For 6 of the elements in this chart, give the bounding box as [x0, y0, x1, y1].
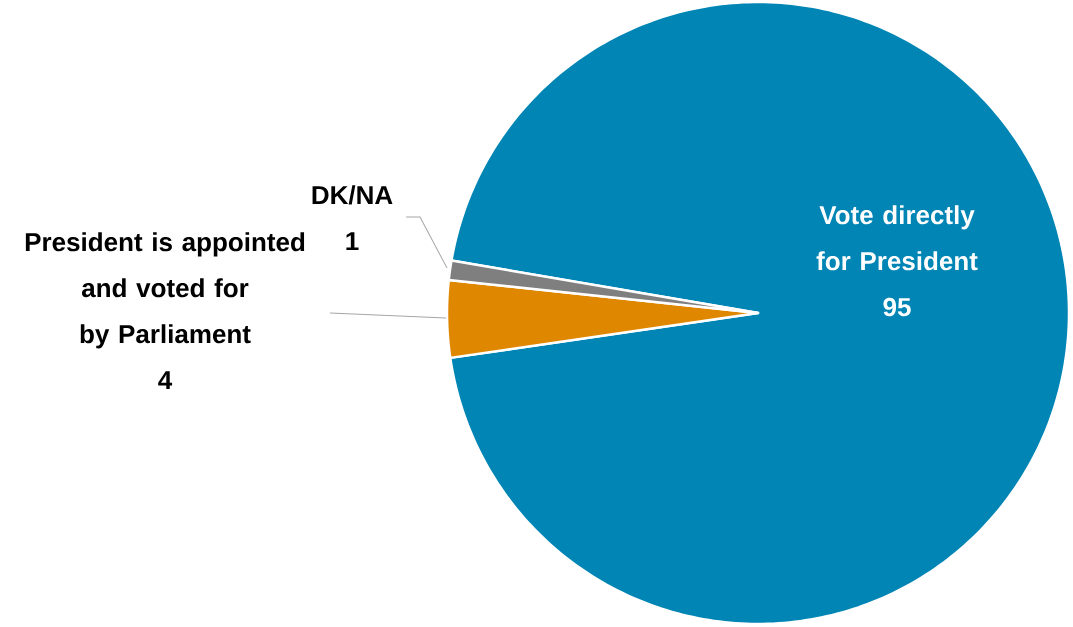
- data-label: 1: [346, 232, 359, 251]
- slice-label: Vote directly for President: [816, 205, 978, 271]
- slice-label: President is appointed and voted for by Parliament: [25, 232, 305, 349]
- data-label: 95: [883, 297, 911, 317]
- data-label: 4: [158, 371, 173, 390]
- slice-label: DK/NA: [312, 185, 393, 205]
